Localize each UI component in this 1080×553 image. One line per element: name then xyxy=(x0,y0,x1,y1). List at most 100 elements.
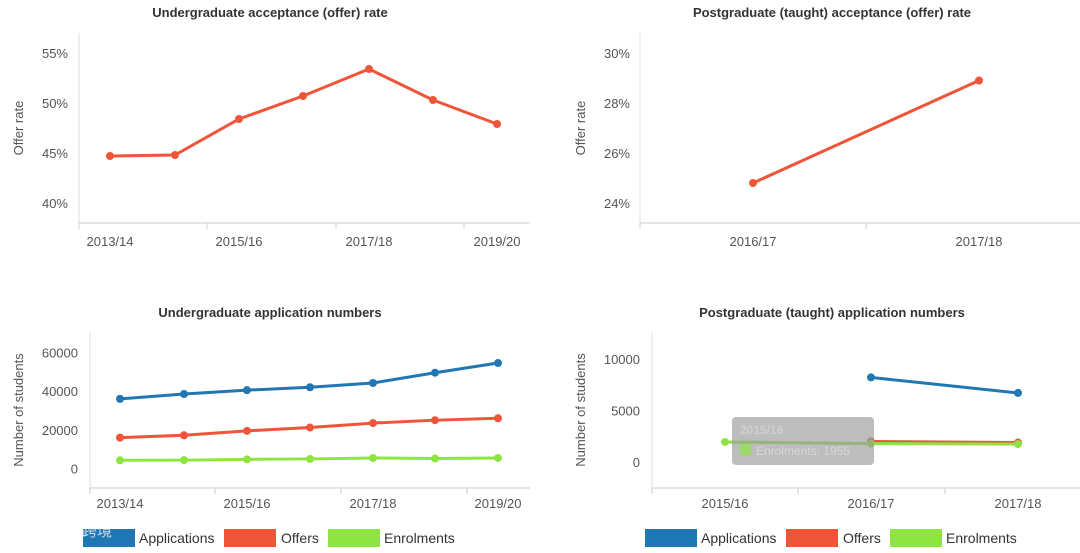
y-tick-label: 55% xyxy=(42,46,68,61)
data-point-enrolments[interactable] xyxy=(369,453,377,462)
y-axis-label: Offer rate xyxy=(11,101,26,156)
data-point-offer-rate[interactable] xyxy=(749,179,757,187)
chart-ug-applications: Undergraduate application numbers Number… xyxy=(11,305,530,511)
y-tick-label: 40000 xyxy=(42,384,78,399)
series-line-offer-rate[interactable] xyxy=(751,79,981,185)
y-tick-label: 20000 xyxy=(42,423,78,438)
chart-title: Undergraduate acceptance (offer) rate xyxy=(152,5,388,20)
data-point-enrolments[interactable] xyxy=(243,455,251,464)
watermark-logo-icon xyxy=(7,523,21,537)
watermark-logo-icon xyxy=(19,523,33,537)
x-tick-label: 2015/16 xyxy=(702,496,749,511)
y-tick-label: 45% xyxy=(42,146,68,161)
data-point-applications[interactable] xyxy=(116,394,124,403)
tooltip-title: 2015/16 xyxy=(740,423,784,437)
data-point-offer-rate[interactable] xyxy=(365,65,373,73)
legend-swatch-applications[interactable] xyxy=(645,529,697,547)
y-tick-label: 24% xyxy=(604,196,630,211)
legend-label-enrolments[interactable]: Enrolments xyxy=(946,530,1017,546)
data-point-enrolments[interactable] xyxy=(721,437,729,446)
y-tick-label: 60000 xyxy=(42,345,78,360)
data-point-offer-rate[interactable] xyxy=(106,152,114,160)
series-line-offer-rate[interactable] xyxy=(108,67,499,158)
data-point-applications[interactable] xyxy=(306,383,314,392)
data-point-offer-rate[interactable] xyxy=(975,76,983,85)
y-tick-label: 26% xyxy=(604,146,630,161)
data-point-applications[interactable] xyxy=(494,359,502,368)
data-point-offers[interactable] xyxy=(306,423,314,432)
data-point-applications[interactable] xyxy=(180,390,188,399)
x-tick-label: 2015/16 xyxy=(216,234,263,249)
data-point-offer-rate[interactable] xyxy=(493,120,501,128)
legend-swatch-offers[interactable] xyxy=(224,529,276,547)
x-tick-label: 2016/17 xyxy=(730,234,777,249)
y-tick-label: 0 xyxy=(71,462,78,477)
data-point-applications[interactable] xyxy=(369,378,377,387)
chart-title: Postgraduate (taught) application number… xyxy=(699,305,965,320)
legend-swatch-offers[interactable] xyxy=(786,529,838,547)
series-line-applications[interactable] xyxy=(869,375,1020,395)
legend-swatch-applications[interactable] xyxy=(83,529,135,547)
data-point-offers[interactable] xyxy=(494,414,502,423)
watermark: 大数跨境 xyxy=(7,522,112,540)
data-point-applications[interactable] xyxy=(1014,388,1022,397)
series-line-applications[interactable] xyxy=(118,361,500,401)
tooltip-swatch xyxy=(740,444,751,455)
chart-pg-offer-rate: Postgraduate (taught) acceptance (offer)… xyxy=(573,5,1080,249)
data-point-applications[interactable] xyxy=(431,368,439,377)
chart-title: Undergraduate application numbers xyxy=(158,305,381,320)
x-tick-label: 2013/14 xyxy=(97,496,144,511)
legend-label-applications[interactable]: Applications xyxy=(139,530,215,546)
y-axis-label: Offer rate xyxy=(573,101,588,156)
y-tick-label: 28% xyxy=(604,96,630,111)
data-point-enrolments[interactable] xyxy=(1014,440,1022,449)
legend-swatch-enrolments[interactable] xyxy=(328,529,380,547)
x-tick-label: 2019/20 xyxy=(474,234,521,249)
data-point-offer-rate[interactable] xyxy=(429,96,437,104)
y-tick-label: 10000 xyxy=(604,352,640,367)
x-tick-label: 2017/18 xyxy=(995,496,1042,511)
data-point-offer-rate[interactable] xyxy=(299,92,307,100)
tooltip-box xyxy=(732,417,874,465)
x-tick-label: 2017/18 xyxy=(350,496,397,511)
x-tick-label: 2017/18 xyxy=(956,234,1003,249)
data-point-applications[interactable] xyxy=(243,386,251,395)
data-point-offers[interactable] xyxy=(116,433,124,442)
chart-pg-applications: Postgraduate (taught) application number… xyxy=(573,305,1080,511)
chart-title: Postgraduate (taught) acceptance (offer)… xyxy=(693,5,971,20)
legend-label-offers[interactable]: Offers xyxy=(843,530,881,546)
x-tick-label: 2016/17 xyxy=(848,496,895,511)
x-tick-label: 2019/20 xyxy=(475,496,522,511)
chart-tooltip: 2015/16 Enrolments: 1955 xyxy=(732,417,874,465)
legend-left: Applications Offers Enrolments xyxy=(83,529,455,547)
legend-right: Applications Offers Enrolments xyxy=(645,529,1017,547)
data-point-enrolments[interactable] xyxy=(116,456,124,465)
data-point-applications[interactable] xyxy=(867,373,875,382)
data-point-offer-rate[interactable] xyxy=(171,151,179,159)
legend-label-applications[interactable]: Applications xyxy=(701,530,777,546)
data-point-offers[interactable] xyxy=(369,419,377,428)
y-tick-label: 50% xyxy=(42,96,68,111)
legend-label-offers[interactable]: Offers xyxy=(281,530,319,546)
data-point-enrolments[interactable] xyxy=(494,453,502,462)
data-point-enrolments[interactable] xyxy=(431,454,439,463)
y-tick-label: 0 xyxy=(633,455,640,470)
y-tick-label: 40% xyxy=(42,196,68,211)
tooltip-label: Enrolments: 1955 xyxy=(756,444,850,458)
legend-label-enrolments[interactable]: Enrolments xyxy=(384,530,455,546)
y-axis-label: Number of students xyxy=(11,353,26,467)
data-point-offer-rate[interactable] xyxy=(235,115,243,123)
legend-swatch-enrolments[interactable] xyxy=(890,529,942,547)
data-point-enrolments[interactable] xyxy=(306,454,314,463)
x-tick-label: 2017/18 xyxy=(346,234,393,249)
data-point-enrolments[interactable] xyxy=(180,456,188,465)
chart-ug-offer-rate: Undergraduate acceptance (offer) rate Of… xyxy=(11,5,530,249)
watermark-text: 大数跨境 xyxy=(52,522,112,540)
series-line-offers[interactable] xyxy=(869,440,1020,445)
data-point-offers[interactable] xyxy=(180,431,188,440)
watermark-logo-icon xyxy=(31,523,45,537)
y-axis-label: Number of students xyxy=(573,353,588,467)
data-point-offers[interactable] xyxy=(431,416,439,425)
x-tick-label: 2013/14 xyxy=(87,234,134,249)
data-point-offers[interactable] xyxy=(243,426,251,435)
